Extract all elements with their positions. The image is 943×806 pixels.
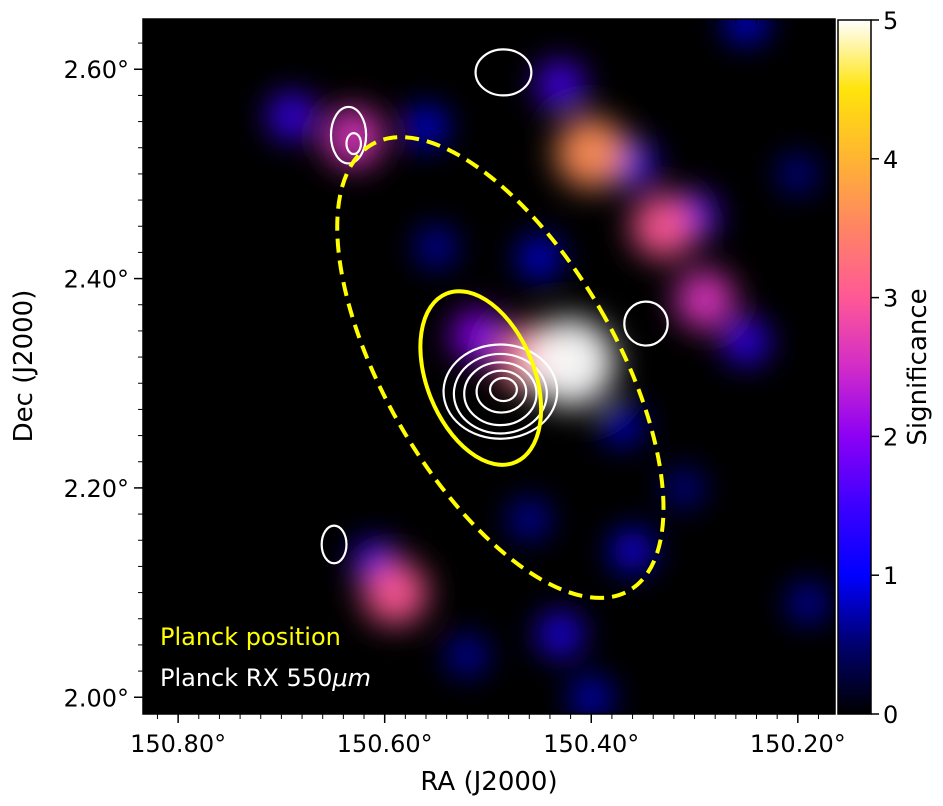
significance-blob [538, 612, 583, 657]
contour-line [623, 300, 669, 347]
significance-blob [555, 117, 627, 189]
contour-line [452, 352, 548, 435]
plot-background [143, 19, 835, 714]
y-axis-ticks: 2.00° 2.20° 2.40° 2.60° [64, 42, 835, 712]
y-tick-label: 2.60° [64, 56, 129, 84]
significance-blob [631, 194, 696, 259]
significance-map [268, 19, 827, 714]
significance-blob [363, 560, 428, 625]
y-axis-title: Dec (J2000) [9, 290, 39, 443]
significance-blob [405, 106, 446, 147]
y-tick-label: 2.40° [64, 266, 129, 294]
contour-line [475, 369, 528, 414]
planck-contours [320, 48, 669, 565]
colorbar-tick-label: 4 [883, 146, 898, 174]
significance-blob [268, 93, 315, 140]
colorbar-title: Significance [903, 288, 933, 445]
colorbar-ticks: 0 1 2 3 4 5 [871, 7, 898, 729]
significance-blob [536, 61, 584, 109]
contour-line [320, 524, 348, 565]
significance-blob [510, 500, 549, 539]
x-tick-label: 150.20° [750, 730, 846, 758]
significance-blob [666, 469, 703, 507]
significance-blob [571, 677, 611, 714]
legend-planck-rx: Planck RX 550μm [160, 664, 371, 692]
contour-line [474, 48, 533, 97]
significance-blob [675, 269, 735, 330]
contour-line [329, 105, 368, 165]
significance-blob [448, 636, 487, 675]
significance-blob [519, 237, 560, 278]
colorbar-tick-label: 0 [883, 701, 898, 729]
colorbar-strip [837, 19, 872, 715]
x-tick-label: 150.80° [130, 730, 226, 758]
significance-blob [417, 228, 456, 266]
x-axis-title: RA (J2000) [420, 767, 557, 797]
colorbar: 0 1 2 3 4 5 Significance [837, 7, 933, 729]
significance-blob [324, 107, 384, 167]
colorbar-tick-label: 3 [883, 285, 898, 313]
x-tick-label: 150.40° [543, 730, 639, 758]
legend-planck-rx-unit: μm [331, 664, 371, 692]
significance-blob [611, 530, 654, 572]
contour-line [442, 343, 559, 440]
colorbar-tick-label: 2 [883, 423, 898, 451]
significance-blob [789, 584, 827, 622]
y-tick-label: 2.00° [64, 684, 129, 712]
legend-planck-rx-label: Planck RX 550 [160, 664, 332, 692]
significance-blob [723, 318, 769, 364]
planck-ellipses [335, 135, 666, 600]
planck-position-ellipse-solid [418, 289, 544, 467]
contour-line [463, 361, 538, 427]
x-axis-ticks: 150.80° 150.60° 150.40° 150.20° [130, 19, 846, 758]
contour-line [345, 131, 363, 156]
significance-blob [451, 310, 504, 363]
plot-frame [142, 18, 836, 715]
significance-blob [526, 318, 615, 407]
planck-position-ellipse-dashed [335, 135, 666, 600]
significance-blob [779, 155, 817, 193]
significance-blob [602, 405, 642, 445]
plot-area: 150.80° 150.60° 150.40° 150.20° 2.00°2.20°2… [9, 18, 846, 797]
significance-blob [726, 19, 767, 43]
y-tick-label: 2.20° [64, 475, 129, 503]
colorbar-tick-label: 5 [883, 7, 898, 35]
contour-line [488, 376, 518, 403]
legend-planck-position: Planck position [160, 623, 341, 651]
x-tick-label: 150.60° [337, 730, 433, 758]
colorbar-tick-label: 1 [883, 562, 898, 590]
